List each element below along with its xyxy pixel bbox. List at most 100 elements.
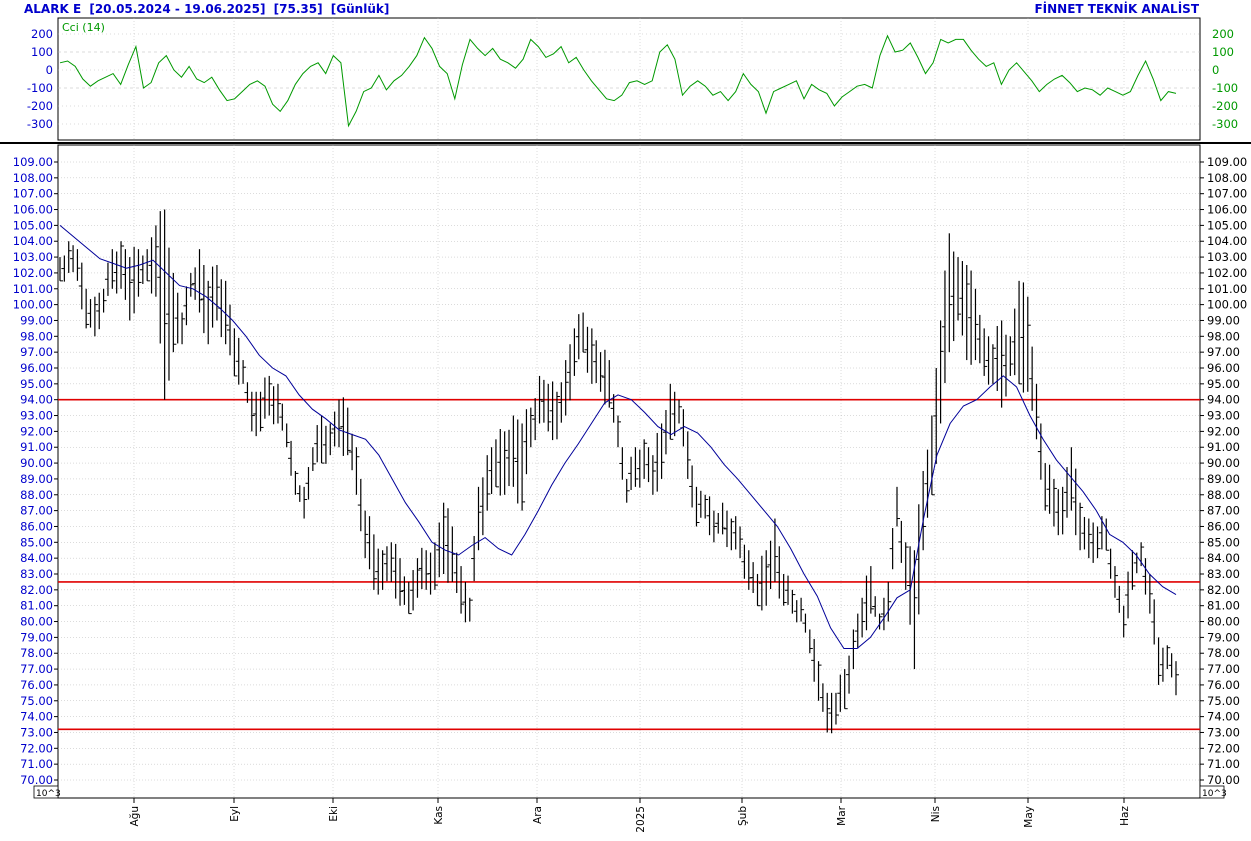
price-tick-label-left: 80.00 <box>20 615 53 629</box>
cci-tick-label-left: -100 <box>27 81 53 95</box>
price-tick-label-right: 87.00 <box>1207 504 1240 518</box>
price-tick-label-left: 95.00 <box>20 377 53 391</box>
price-tick-label-left: 102.00 <box>13 266 53 280</box>
x-tick-label: Eki <box>328 806 340 822</box>
price-tick-label-right: 103.00 <box>1207 250 1247 264</box>
cci-tick-label-right: 0 <box>1212 63 1219 77</box>
header-last-price: [75.35] <box>274 2 323 16</box>
header-title: ALARK E [20.05.2024 - 19.06.2025] [75.35… <box>24 2 389 16</box>
price-tick-label-left: 83.00 <box>20 567 53 581</box>
price-tick-label-right: 109.00 <box>1207 155 1247 169</box>
price-tick-label-right: 96.00 <box>1207 361 1240 375</box>
moving-average-line <box>59 225 1177 649</box>
price-tick-label-right: 92.00 <box>1207 424 1240 438</box>
price-tick-label-right: 72.00 <box>1207 741 1240 755</box>
price-tick-label-left: 96.00 <box>20 361 53 375</box>
price-tick-label-left: 87.00 <box>20 504 53 518</box>
cci-left-ticks: 200 100 0 -100 -200 -300 <box>27 27 53 131</box>
header-date-range: [20.05.2024 - 19.06.2025] <box>89 2 265 16</box>
price-tick-label-left: 109.00 <box>13 155 53 169</box>
price-tick-label-right: 95.00 <box>1207 377 1240 391</box>
price-tick-label-right: 93.00 <box>1207 409 1240 423</box>
price-tick-label-right: 90.00 <box>1207 456 1240 470</box>
header-provider: FİNNET TEKNİK ANALİST <box>1034 1 1199 16</box>
price-tick-label-left: 86.00 <box>20 519 53 533</box>
price-tick-label-left: 71.00 <box>20 757 53 771</box>
cci-line <box>59 34 1177 128</box>
cci-right-ticks: 200 100 0 -100 -200 -300 <box>1212 27 1238 131</box>
x-tick-label: Kas <box>433 806 445 825</box>
scale-box-right <box>1199 785 1225 799</box>
price-tick-label-left: 99.00 <box>20 313 53 327</box>
price-tick-label-left: 104.00 <box>13 234 53 248</box>
price-tick-label-left: 94.00 <box>20 393 53 407</box>
scale-label-left: 10^3 <box>36 789 61 799</box>
price-tick-label-right: 70.00 <box>1207 773 1240 787</box>
cci-tick-label-right: 100 <box>1212 45 1234 59</box>
price-tick-label-right: 81.00 <box>1207 599 1240 613</box>
price-tick-label-left: 72.00 <box>20 741 53 755</box>
price-tick-label-left: 75.00 <box>20 694 53 708</box>
cci-tick-label-left: 0 <box>46 63 53 77</box>
price-tick-label-right: 86.00 <box>1207 519 1240 533</box>
price-tick-label-right: 100.00 <box>1207 298 1247 312</box>
price-tick-label-left: 89.00 <box>20 472 53 486</box>
price-tick-label-left: 90.00 <box>20 456 53 470</box>
x-tick-label: Eyl <box>229 806 241 822</box>
price-tick-label-left: 97.00 <box>20 345 53 359</box>
price-tick-label-right: 91.00 <box>1207 440 1240 454</box>
cci-tick-label-left: 200 <box>31 27 53 41</box>
x-tick-label: 2025 <box>635 806 647 833</box>
support-resistance-lines <box>58 398 1200 731</box>
price-tick-label-left: 108.00 <box>13 171 53 185</box>
header-period: [Günlük] <box>331 2 390 16</box>
price-tick-label-left: 73.00 <box>20 725 53 739</box>
price-tick-label-right: 84.00 <box>1207 551 1240 565</box>
cci-tick-label-right: 200 <box>1212 27 1234 41</box>
price-tick-label-right: 76.00 <box>1207 678 1240 692</box>
price-tick-label-right: 101.00 <box>1207 282 1247 296</box>
price-tick-label-left: 100.00 <box>13 298 53 312</box>
price-tick-label-left: 76.00 <box>20 678 53 692</box>
cci-tick-label-right: -300 <box>1212 117 1238 131</box>
price-tick-label-right: 107.00 <box>1207 187 1247 201</box>
price-tick-label-right: 89.00 <box>1207 472 1240 486</box>
price-tick-label-left: 79.00 <box>20 630 53 644</box>
price-tick-label-right: 98.00 <box>1207 329 1240 343</box>
price-tick-label-left: 92.00 <box>20 424 53 438</box>
price-tick-label-right: 108.00 <box>1207 171 1247 185</box>
cci-panel-frame <box>57 17 1201 141</box>
price-bars <box>59 209 1179 734</box>
cci-tick-label-left: -300 <box>27 117 53 131</box>
x-tick-label: Mar <box>836 805 848 825</box>
price-panel-frame <box>57 144 1201 799</box>
x-tick-label: May <box>1023 806 1035 828</box>
price-tick-label-left: 78.00 <box>20 646 53 660</box>
x-tick-label: Haz <box>1119 806 1131 826</box>
price-tick-label-left: 81.00 <box>20 599 53 613</box>
price-tick-label-left: 74.00 <box>20 710 53 724</box>
header-symbol: ALARK E <box>24 2 81 16</box>
price-tick-label-left: 77.00 <box>20 662 53 676</box>
price-tick-label-left: 93.00 <box>20 409 53 423</box>
x-axis: Ağu Eyl Eki Kas Ara 2025 Şub Mar Nis May Haz <box>129 798 1131 833</box>
price-tick-label-right: 88.00 <box>1207 488 1240 502</box>
scale-label-right: 10^3 <box>1202 789 1227 799</box>
price-tick-label-left: 107.00 <box>13 187 53 201</box>
price-tick-label-left: 101.00 <box>13 282 53 296</box>
cci-tick-label-right: -200 <box>1212 99 1238 113</box>
scale-box-left <box>33 785 59 799</box>
price-tick-label-right: 73.00 <box>1207 725 1240 739</box>
price-panel: 70.0071.0072.0073.0074.0075.0076.0077.00… <box>13 144 1247 799</box>
price-tick-label-right: 99.00 <box>1207 313 1240 327</box>
price-tick-label-left: 103.00 <box>13 250 53 264</box>
price-tick-label-right: 75.00 <box>1207 694 1240 708</box>
price-tick-label-right: 79.00 <box>1207 630 1240 644</box>
price-tick-label-right: 80.00 <box>1207 615 1240 629</box>
price-tick-label-right: 104.00 <box>1207 234 1247 248</box>
price-tick-label-right: 94.00 <box>1207 393 1240 407</box>
